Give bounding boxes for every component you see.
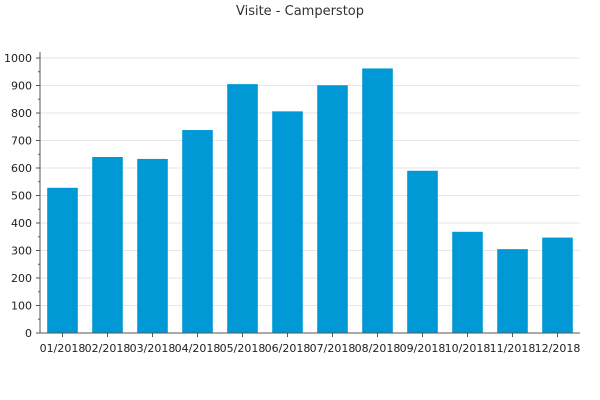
bar-05/2018	[227, 84, 258, 333]
x-tick-label: 10/2018	[445, 342, 491, 355]
bar-12/2018	[542, 237, 573, 333]
y-tick-label: 700	[11, 135, 32, 148]
bar-07/2018	[317, 85, 348, 333]
y-tick-label: 100	[11, 300, 32, 313]
x-tick-label: 07/2018	[310, 342, 356, 355]
x-tick-label: 09/2018	[400, 342, 446, 355]
x-tick-label: 11/2018	[490, 342, 536, 355]
y-tick-label: 600	[11, 162, 32, 175]
y-tick-labels: 0 100 200 300 400 500 600 700 800 900 1000	[4, 52, 32, 340]
x-tick-label: 01/2018	[40, 342, 86, 355]
y-tick-label: 300	[11, 245, 32, 258]
y-tick-label: 500	[11, 190, 32, 203]
bar-10/2018	[452, 231, 483, 333]
x-tick-label: 03/2018	[130, 342, 176, 355]
x-tick-label: 02/2018	[85, 342, 131, 355]
y-tick-label: 200	[11, 272, 32, 285]
bar-02/2018	[92, 157, 123, 333]
y-tick-label: 1000	[4, 52, 32, 65]
x-tick-label: 04/2018	[175, 342, 221, 355]
x-tick-label: 08/2018	[355, 342, 401, 355]
bars	[47, 68, 573, 333]
y-tick-label: 900	[11, 80, 32, 93]
bar-11/2018	[497, 249, 528, 333]
bar-06/2018	[272, 111, 303, 333]
y-tick-label: 800	[11, 107, 32, 120]
gridlines	[40, 57, 580, 306]
bar-01/2018	[47, 187, 78, 333]
y-tick-label: 0	[25, 327, 32, 340]
x-tick-label: 12/2018	[535, 342, 581, 355]
x-tick-labels: 01/2018 02/2018 03/2018 04/2018 05/2018 06/20…	[40, 342, 581, 355]
bar-03/2018	[137, 158, 168, 333]
bar-08/2018	[362, 68, 393, 333]
bar-04/2018	[182, 130, 213, 333]
x-tick-label: 06/2018	[265, 342, 311, 355]
y-tick-label: 400	[11, 217, 32, 230]
bar-09/2018	[407, 170, 438, 333]
axes	[36, 52, 580, 337]
chart-title: Visite - Camperstop	[235, 4, 365, 19]
x-tick-label: 05/2018	[220, 342, 266, 355]
